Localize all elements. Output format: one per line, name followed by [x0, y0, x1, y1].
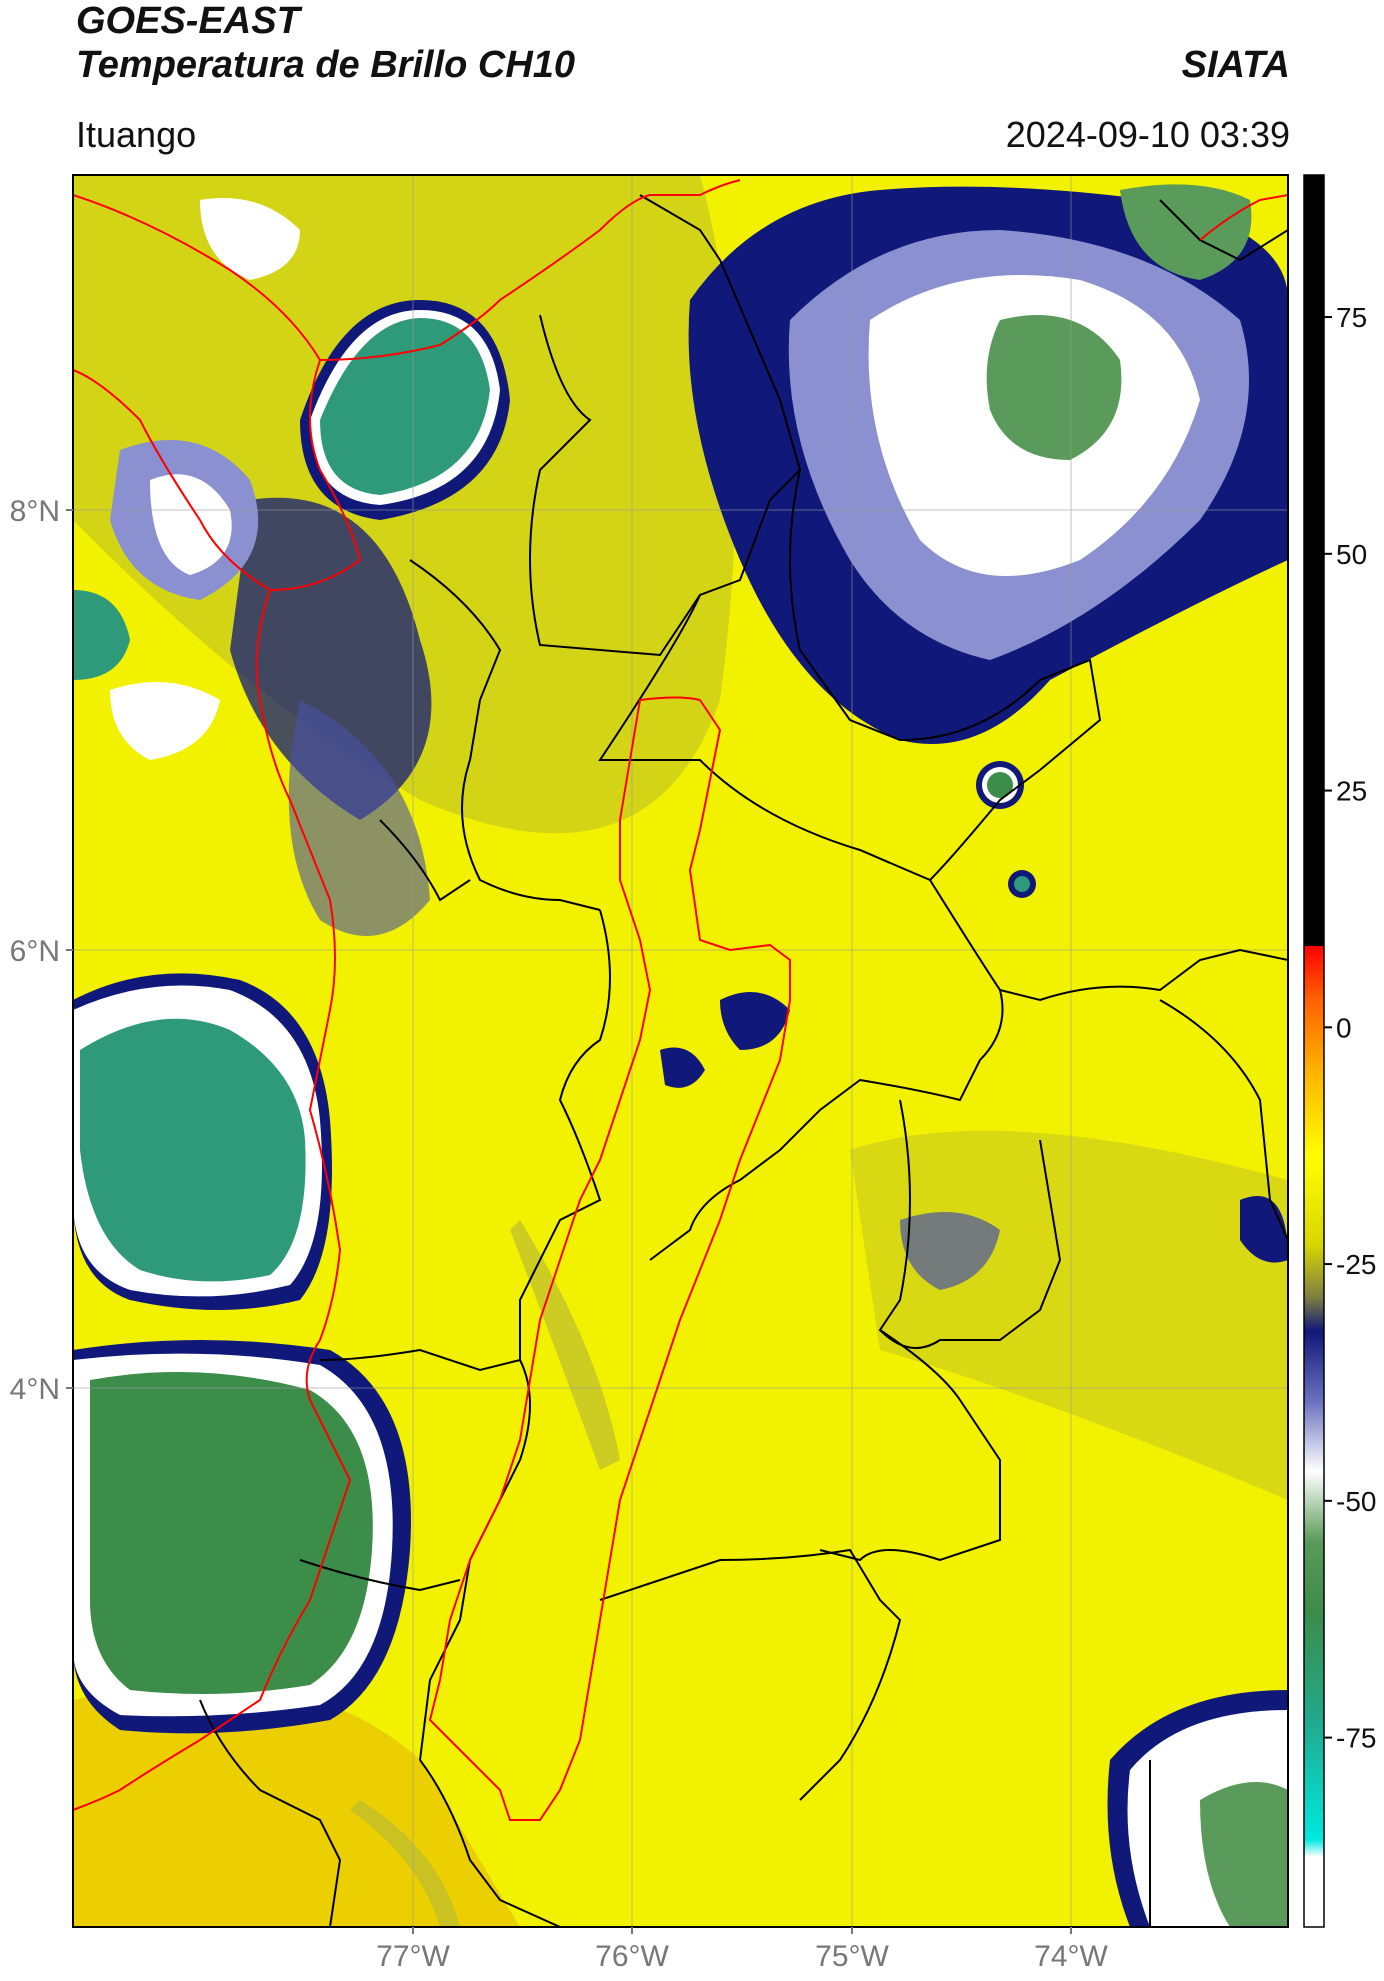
cloud-se-green: [1200, 1782, 1288, 1927]
border-antioquia-east: [598, 469, 1102, 882]
colorbar: 75 50 25 0 -25 -50 -75: [1303, 174, 1376, 1928]
border-meta: [819, 1329, 1001, 1562]
cloud-ne-green-2: [1120, 184, 1252, 280]
lat-label-4: 4°N: [10, 1373, 60, 1406]
cloud-blue-2: [288, 700, 430, 936]
border-venezuela: [1159, 199, 1288, 262]
colorbar-tick-label: -75: [1336, 1723, 1376, 1754]
cloud-sw-green: [90, 1372, 373, 1694]
colorbar-tick-label: -50: [1336, 1486, 1376, 1517]
streak-1: [510, 1220, 620, 1470]
cloud-w-teal: [80, 1018, 306, 1282]
border-arauca: [1159, 999, 1288, 1241]
coast-northeast: [1199, 194, 1288, 241]
cell-3: [720, 992, 790, 1050]
cloud-w-1: [73, 590, 130, 680]
colorbar-tick-label: 50: [1336, 539, 1367, 570]
lat-label-8: 8°N: [10, 495, 60, 528]
border-valle-north: [319, 1348, 521, 1372]
cloud-w-2: [110, 682, 220, 760]
cloud-nw-3: [200, 198, 300, 280]
coast-pacific: [73, 589, 352, 1811]
streak-2: [350, 1800, 460, 1927]
lat-label-6: 6°N: [10, 935, 60, 968]
lat-ticks: 8°N 6°N 4°N: [10, 495, 73, 1406]
satellite-title: GOES-EAST: [76, 0, 300, 42]
lon-ticks: 77°W 76°W 75°W 74°W: [376, 1927, 1109, 1973]
datetime-label: 2024-09-10 03:39: [1005, 114, 1290, 155]
satellite-image: [73, 175, 1288, 1927]
cell-1-green: [987, 772, 1013, 798]
cloud-blue-1: [230, 497, 432, 820]
coast-caribbean-west: [73, 194, 362, 592]
coast-and-basin: [73, 179, 1288, 1821]
colorbar-tick-label: 0: [1336, 1012, 1352, 1043]
grid: [73, 175, 1288, 1927]
colorbar-ticks: 75 50 25 0 -25 -50 -75: [1324, 302, 1376, 1754]
product-title: Temperatura de Brillo CH10: [76, 44, 576, 86]
border-narino: [199, 1699, 342, 1927]
border-santander: [929, 879, 1288, 1002]
brand-label: SIATA: [1181, 44, 1290, 86]
cloud-nw-2-core: [150, 474, 232, 575]
border-cauca: [419, 1759, 561, 1927]
cell-2-core: [1014, 876, 1030, 892]
colorbar-ramp: [1303, 174, 1325, 1928]
border-antioquia-west: [409, 559, 601, 911]
border-boyaca: [649, 989, 1004, 1261]
lon-label-74: 74°W: [1034, 1940, 1108, 1973]
border-cordoba: [529, 194, 802, 657]
lon-label-76: 76°W: [595, 1940, 669, 1973]
map-frame: [72, 174, 1289, 1928]
cell-4: [660, 1047, 705, 1088]
colorbar-tick-label: 75: [1336, 302, 1367, 333]
border-tolima: [599, 1548, 902, 1801]
border-caldas: [519, 909, 611, 1360]
location-label: Ituango: [76, 114, 197, 155]
basin-outline: [428, 696, 791, 1821]
border-cundinamarca: [878, 1099, 1062, 1349]
cell-5: [900, 1212, 1000, 1290]
colorbar-tick-label: 25: [1336, 776, 1367, 807]
coast-caribbean-north: [319, 179, 741, 361]
warm-area: [73, 1684, 520, 1927]
department-borders: [199, 194, 1288, 1927]
colorbar-tick-label: -25: [1336, 1249, 1376, 1280]
lon-label-75: 75°W: [815, 1940, 889, 1973]
lon-label-77: 77°W: [376, 1940, 450, 1973]
border-choco: [379, 819, 471, 902]
border-cauca-north: [299, 1559, 461, 1592]
cloud-ne-green: [986, 315, 1122, 460]
cloud-nw-teal: [320, 318, 490, 495]
